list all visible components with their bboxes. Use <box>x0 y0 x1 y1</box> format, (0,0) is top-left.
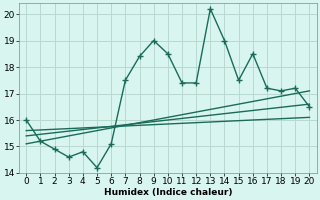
X-axis label: Humidex (Indice chaleur): Humidex (Indice chaleur) <box>104 188 232 197</box>
